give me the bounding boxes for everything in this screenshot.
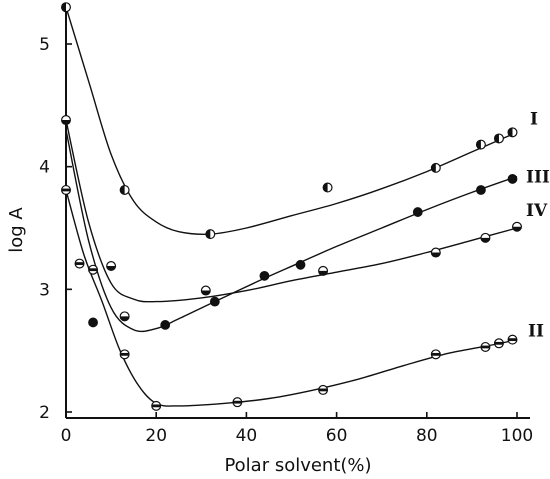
- series-curve-IV: [65, 119, 518, 303]
- y-tick-label: 2: [39, 403, 50, 423]
- x-tick-label: 20: [145, 426, 167, 446]
- data-point-II: [507, 334, 518, 345]
- axes: [65, 12, 530, 419]
- data-point-II: [318, 384, 329, 395]
- series-label-IV: IV: [526, 201, 548, 221]
- x-axis-label: Polar solvent(%): [224, 455, 371, 476]
- data-point-III: [295, 259, 306, 270]
- data-point-IV: [200, 285, 211, 296]
- data-point-II: [232, 397, 243, 408]
- data-point-I: [119, 184, 130, 195]
- data-point-II: [119, 349, 130, 360]
- data-point-III: [160, 320, 171, 330]
- data-point-II: [60, 184, 71, 195]
- data-point-I: [475, 139, 486, 150]
- data-point-I: [205, 229, 216, 240]
- data-point-II: [74, 258, 85, 269]
- y-tick-label: 3: [39, 280, 50, 300]
- y-tick-label: 5: [39, 35, 50, 55]
- data-point-I: [60, 2, 71, 13]
- y-axis-label: log A: [6, 207, 27, 253]
- data-point-II: [88, 264, 99, 275]
- data-point-III: [209, 296, 220, 307]
- data-point-III: [476, 185, 486, 195]
- data-point-II: [430, 349, 441, 360]
- data-point-IV: [119, 311, 130, 322]
- curves: [65, 6, 518, 407]
- data-point-III: [412, 207, 423, 217]
- data-point-I: [493, 133, 504, 144]
- data-point-II: [151, 400, 162, 411]
- series-label-III: III: [526, 167, 550, 187]
- x-tick-label: 60: [326, 426, 348, 446]
- data-point-IV: [511, 221, 522, 232]
- series-curve-II: [65, 189, 518, 407]
- data-point-III: [259, 270, 270, 281]
- y-tick-label: 4: [39, 158, 50, 178]
- data-point-II: [493, 338, 504, 349]
- x-tick-label: 0: [61, 426, 72, 446]
- data-point-IV: [480, 232, 491, 243]
- data-point-IV: [60, 115, 71, 126]
- data-point-II: [480, 341, 491, 352]
- series-curve-III: [65, 129, 518, 333]
- data-point-III: [507, 174, 518, 184]
- data-point-IV: [318, 265, 329, 276]
- points: [60, 2, 522, 411]
- data-point-III: [88, 317, 98, 328]
- data-point-I: [322, 182, 333, 193]
- data-point-I: [507, 127, 518, 138]
- x-tick-label: 80: [416, 426, 438, 446]
- x-tick-label: 40: [236, 426, 258, 446]
- series-label-II: II: [528, 322, 544, 342]
- x-tick-label: 100: [501, 426, 533, 446]
- data-point-I: [430, 162, 441, 173]
- data-point-IV: [430, 247, 441, 258]
- data-point-IV: [106, 261, 117, 272]
- ticks: 0 20 40 60 80 100 2 3 4 5: [39, 35, 533, 446]
- series-curve-I: [65, 6, 518, 235]
- series-label-I: I: [530, 109, 538, 129]
